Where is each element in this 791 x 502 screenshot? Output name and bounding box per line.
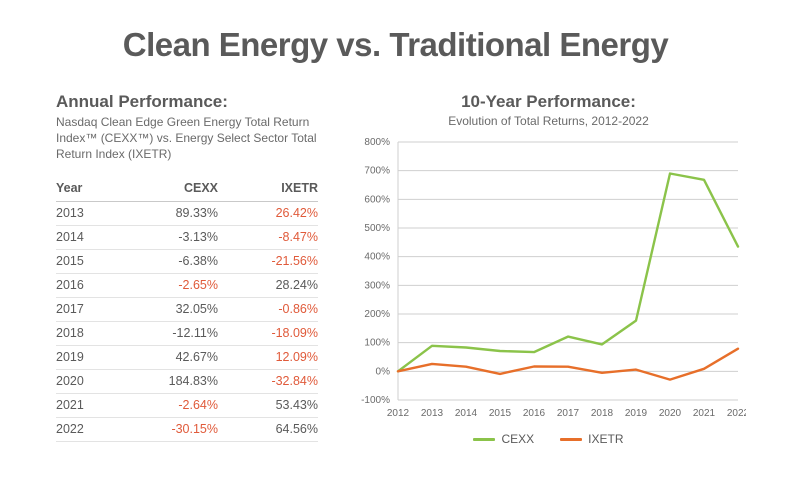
cell-year: 2014: [56, 225, 112, 249]
cell-year: 2013: [56, 201, 112, 225]
table-row: 201732.05%-0.86%: [56, 297, 318, 321]
cell-cexx: -6.38%: [112, 249, 218, 273]
cell-ixetr: -0.86%: [218, 297, 318, 321]
x-tick-label: 2013: [421, 408, 444, 419]
left-panel: Annual Performance: Nasdaq Clean Edge Gr…: [56, 92, 318, 446]
table-row: 2022-30.15%64.56%: [56, 417, 318, 441]
x-tick-label: 2015: [489, 408, 512, 419]
cell-cexx: -30.15%: [112, 417, 218, 441]
chart-legend: CEXX IXETR: [346, 432, 751, 446]
x-tick-label: 2012: [387, 408, 410, 419]
table-row: 2018-12.11%-18.09%: [56, 321, 318, 345]
legend-swatch: [473, 438, 495, 441]
cell-year: 2022: [56, 417, 112, 441]
page-title: Clean Energy vs. Traditional Energy: [0, 0, 791, 64]
cell-ixetr: -32.84%: [218, 369, 318, 393]
x-tick-label: 2014: [455, 408, 478, 419]
table-row: 2014-3.13%-8.47%: [56, 225, 318, 249]
series-ixetr: [398, 349, 738, 380]
x-tick-label: 2021: [693, 408, 716, 419]
x-tick-label: 2016: [523, 408, 546, 419]
cell-ixetr: 26.42%: [218, 201, 318, 225]
legend-item: CEXX: [473, 432, 534, 446]
table-heading: Annual Performance:: [56, 92, 318, 112]
cell-year: 2020: [56, 369, 112, 393]
chart-heading: 10-Year Performance:: [346, 92, 751, 112]
cell-cexx: 89.33%: [112, 201, 218, 225]
table-row: 2020184.83%-32.84%: [56, 369, 318, 393]
legend-label: CEXX: [501, 432, 534, 446]
cell-year: 2019: [56, 345, 112, 369]
cell-ixetr: -21.56%: [218, 249, 318, 273]
cell-cexx: 42.67%: [112, 345, 218, 369]
cell-ixetr: 64.56%: [218, 417, 318, 441]
table-row: 2015-6.38%-21.56%: [56, 249, 318, 273]
legend-item: IXETR: [560, 432, 623, 446]
cell-year: 2018: [56, 321, 112, 345]
right-panel: 10-Year Performance: Evolution of Total …: [346, 92, 751, 446]
chart-subheading: Evolution of Total Returns, 2012-2022: [346, 114, 751, 128]
table-row: 2016-2.65%28.24%: [56, 273, 318, 297]
line-chart: -100% 0% 100% 200% 300% 400% 500% 600% 700% 800% 2…: [346, 136, 746, 426]
table-row: 2021-2.64%53.43%: [56, 393, 318, 417]
y-tick-label: 600%: [364, 194, 390, 205]
cell-cexx: 32.05%: [112, 297, 218, 321]
cell-ixetr: -18.09%: [218, 321, 318, 345]
cell-cexx: -2.64%: [112, 393, 218, 417]
table-subheading: Nasdaq Clean Edge Green Energy Total Ret…: [56, 114, 318, 163]
y-tick-label: 400%: [364, 252, 390, 263]
x-tick-label: 2019: [625, 408, 648, 419]
x-tick-label: 2017: [557, 408, 580, 419]
x-tick-label: 2020: [659, 408, 682, 419]
y-tick-label: 0%: [376, 366, 391, 377]
chart-container: -100% 0% 100% 200% 300% 400% 500% 600% 700% 800% 2…: [346, 136, 751, 426]
col-cexx: CEXX: [112, 177, 218, 202]
cell-cexx: -2.65%: [112, 273, 218, 297]
col-year: Year: [56, 177, 112, 202]
series-cexx: [398, 174, 738, 372]
cell-year: 2021: [56, 393, 112, 417]
y-tick-label: 700%: [364, 166, 390, 177]
cell-ixetr: -8.47%: [218, 225, 318, 249]
y-tick-label: 200%: [364, 309, 390, 320]
y-tick-label: 300%: [364, 280, 390, 291]
content: Annual Performance: Nasdaq Clean Edge Gr…: [0, 64, 791, 446]
table-row: 201942.67%12.09%: [56, 345, 318, 369]
cell-year: 2015: [56, 249, 112, 273]
y-tick-label: -100%: [361, 395, 390, 406]
col-ixetr: IXETR: [218, 177, 318, 202]
cell-cexx: -3.13%: [112, 225, 218, 249]
x-tick-label: 2018: [591, 408, 614, 419]
table-row: 201389.33%26.42%: [56, 201, 318, 225]
performance-table: Year CEXX IXETR 201389.33%26.42%2014-3.1…: [56, 177, 318, 442]
cell-cexx: 184.83%: [112, 369, 218, 393]
cell-ixetr: 53.43%: [218, 393, 318, 417]
cell-year: 2016: [56, 273, 112, 297]
cell-ixetr: 12.09%: [218, 345, 318, 369]
cell-year: 2017: [56, 297, 112, 321]
y-tick-label: 100%: [364, 338, 390, 349]
legend-swatch: [560, 438, 582, 441]
y-tick-label: 800%: [364, 137, 390, 148]
legend-label: IXETR: [588, 432, 623, 446]
y-tick-label: 500%: [364, 223, 390, 234]
cell-ixetr: 28.24%: [218, 273, 318, 297]
cell-cexx: -12.11%: [112, 321, 218, 345]
table-header-row: Year CEXX IXETR: [56, 177, 318, 202]
x-tick-label: 2022: [727, 408, 746, 419]
